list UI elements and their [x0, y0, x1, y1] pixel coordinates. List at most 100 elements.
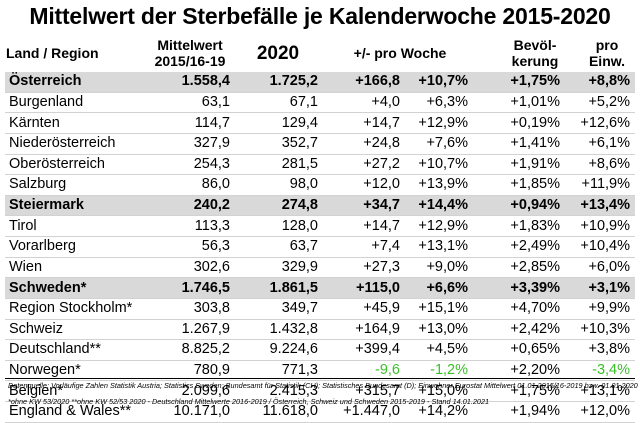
pop-cell: +0,65%	[473, 339, 565, 361]
header-region: Land / Region	[6, 45, 146, 61]
mean-cell: 8.825,2	[143, 339, 235, 361]
per-capita-cell: +6,1%	[565, 133, 635, 155]
mean-cell: 254,3	[143, 154, 235, 176]
pop-cell: +0,19%	[473, 112, 565, 134]
pop-cell: +4,70%	[473, 298, 565, 320]
pop-cell: +1,75%	[473, 72, 565, 93]
table-row: Salzburg 86,0 98,0 +12,0 +13,9% +1,85% +11,9%	[5, 174, 635, 196]
header-pop-line2: kerung	[511, 53, 559, 69]
header-per-line2: Einw.	[588, 53, 626, 69]
pop-cell: +3,39%	[473, 277, 565, 299]
y2020-cell: 9.224,6	[235, 339, 323, 361]
mean-cell: 1.746,5	[143, 277, 235, 299]
header-per-line1: pro	[595, 37, 619, 53]
mean-cell: 2.099,6	[143, 380, 235, 402]
per-capita-cell: +10,9%	[565, 215, 635, 237]
region-cell: Region Stockholm*	[5, 298, 143, 320]
table-row: Region Stockholm* 303,8 349,7 +45,9 +15,1% +4…	[5, 298, 635, 320]
diff-pct-cell: +13,9%	[405, 174, 473, 196]
mean-cell: 114,7	[143, 112, 235, 134]
diff-pct-cell: +12,9%	[405, 112, 473, 134]
per-capita-cell: +13,4%	[565, 195, 635, 217]
pop-cell: +1,85%	[473, 174, 565, 196]
region-cell: Österreich	[5, 72, 143, 93]
pop-cell: +1,41%	[473, 133, 565, 155]
diff-pct-cell: +6,6%	[405, 277, 473, 299]
pop-cell: +2,42%	[473, 319, 565, 341]
y2020-cell: 63,7	[235, 236, 323, 258]
footnote-notes: *ohne KW 53/2020 **ohne KW 52/53 2020 - …	[8, 397, 490, 406]
mean-cell: 63,1	[143, 92, 235, 114]
header-mean-line1: Mittelwert	[157, 37, 223, 53]
diff-abs-cell: +24,8	[323, 133, 405, 155]
y2020-cell: 128,0	[235, 215, 323, 237]
table-row: Schweiz 1.267,9 1.432,8 +164,9 +13,0% +2,42% +…	[5, 319, 635, 341]
per-capita-cell: +3,8%	[565, 339, 635, 361]
table-row: Burgenland 63,1 67,1 +4,0 +6,3% +1,01% +5,2%	[5, 92, 635, 114]
table-row: Vorarlberg 56,3 63,7 +7,4 +13,1% +2,49% +10,4%	[5, 236, 635, 258]
region-cell: Belgien*	[5, 380, 143, 402]
region-cell: Burgenland	[5, 92, 143, 114]
header-pop-line1: Bevöl-	[513, 37, 557, 53]
table-row: Kärnten 114,7 129,4 +14,7 +12,9% +0,19% +12,6%	[5, 112, 635, 134]
header-region-label: Land / Region	[6, 45, 99, 61]
y2020-cell: 329,9	[235, 257, 323, 279]
diff-abs-cell: +164,9	[323, 319, 405, 341]
diff-abs-cell: +14,7	[323, 112, 405, 134]
diff-pct-cell: +10,7%	[405, 154, 473, 176]
y2020-cell: 129,4	[235, 112, 323, 134]
mortality-table: Österreich 1.558,4 1.725,2 +166,8 +10,7% +1,7…	[5, 72, 635, 423]
y2020-cell: 1.861,5	[235, 277, 323, 299]
diff-abs-cell: +34,7	[323, 195, 405, 217]
region-cell: Deutschland**	[5, 339, 143, 361]
mean-cell: 1.558,4	[143, 72, 235, 93]
diff-abs-cell: +7,4	[323, 236, 405, 258]
per-capita-cell: +11,9%	[565, 174, 635, 196]
mean-cell: 327,9	[143, 133, 235, 155]
mean-cell: 303,8	[143, 298, 235, 320]
diff-pct-cell: +4,5%	[405, 339, 473, 361]
diff-abs-cell: -9,6	[323, 360, 405, 382]
per-capita-cell: +10,3%	[565, 319, 635, 341]
mean-cell: 56,3	[143, 236, 235, 258]
diff-abs-cell: +14,7	[323, 215, 405, 237]
diff-pct-cell: +15,1%	[405, 298, 473, 320]
diff-abs-cell: +12,0	[323, 174, 405, 196]
diff-pct-cell: +9,0%	[405, 257, 473, 279]
region-cell: Wien	[5, 257, 143, 279]
per-capita-cell: +6,0%	[565, 257, 635, 279]
mean-cell: 86,0	[143, 174, 235, 196]
table-row: Schweden* 1.746,5 1.861,5 +115,0 +6,6% +3,39%…	[5, 277, 635, 299]
page-title: Mittelwert der Sterbefälle je Kalenderwo…	[29, 3, 611, 29]
per-capita-cell: +13,1%	[565, 380, 635, 402]
y2020-cell: 1.432,8	[235, 319, 323, 341]
diff-pct-cell: +7,6%	[405, 133, 473, 155]
region-cell: Oberösterreich	[5, 154, 143, 176]
y2020-cell: 281,5	[235, 154, 323, 176]
per-capita-cell: +10,4%	[565, 236, 635, 258]
pop-cell: +2,20%	[473, 360, 565, 382]
table-row: Oberösterreich 254,3 281,5 +27,2 +10,7% +1,91…	[5, 154, 635, 176]
per-capita-cell: +9,9%	[565, 298, 635, 320]
region-cell: Schweden*	[5, 277, 143, 299]
diff-abs-cell: +27,3	[323, 257, 405, 279]
table-row: Steiermark 240,2 274,8 +34,7 +14,4% +0,94% +13…	[5, 195, 635, 217]
pop-cell: +1,83%	[473, 215, 565, 237]
mean-cell: 302,6	[143, 257, 235, 279]
diff-pct-cell: +12,9%	[405, 215, 473, 237]
header-diff: +/- pro Woche	[353, 45, 447, 61]
table-row: Norwegen* 780,9 771,3 -9,6 -1,2% +2,20% -3,4%	[5, 360, 635, 382]
pop-cell: +1,75%	[473, 380, 565, 402]
table-body: Österreich 1.558,4 1.725,2 +166,8 +10,7% +1,7…	[5, 72, 635, 423]
diff-pct-cell: +15,0%	[405, 380, 473, 402]
y2020-cell: 771,3	[235, 360, 323, 382]
diff-abs-cell: +115,0	[323, 277, 405, 299]
pop-cell: +2,85%	[473, 257, 565, 279]
y2020-cell: 98,0	[235, 174, 323, 196]
table-row: Niederösterreich 327,9 352,7 +24,8 +7,6% +1,4…	[5, 133, 635, 155]
per-capita-cell: -3,4%	[565, 360, 635, 382]
header-per-capita: pro Einw.	[578, 37, 636, 69]
diff-pct-cell: +13,0%	[405, 319, 473, 341]
header-pop: Bevöl- kerung	[500, 37, 570, 69]
diff-abs-cell: +315,7	[323, 380, 405, 402]
